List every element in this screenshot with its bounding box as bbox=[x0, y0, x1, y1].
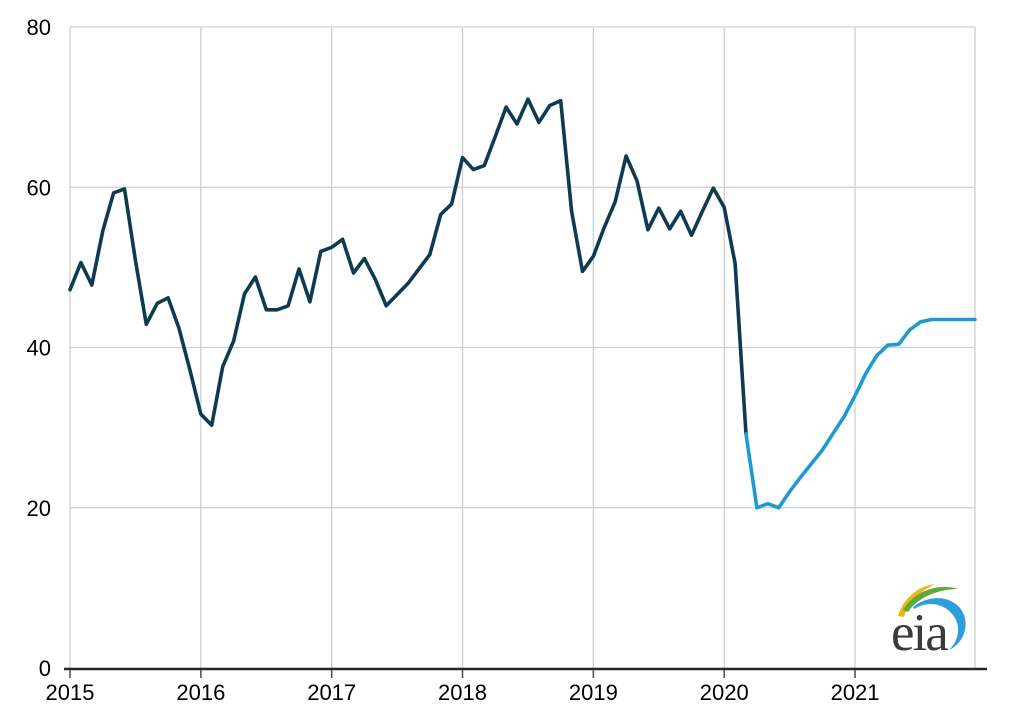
y-tick-label: 60 bbox=[27, 175, 51, 200]
x-tick-label: 2018 bbox=[438, 680, 487, 705]
x-tick-label: 2019 bbox=[569, 680, 618, 705]
history-line bbox=[68, 97, 748, 436]
eia-logo-swoosh-blue-icon bbox=[913, 598, 966, 650]
y-tick-label: 80 bbox=[27, 15, 51, 40]
x-tick-label: 2016 bbox=[176, 680, 225, 705]
grid-layer bbox=[69, 26, 976, 668]
y-tick-label: 40 bbox=[27, 336, 51, 361]
x-tick-label: 2021 bbox=[831, 680, 880, 705]
x-tick-label: 2015 bbox=[46, 680, 95, 705]
eia-logo-leaf-green-icon bbox=[903, 586, 958, 612]
x-tick-label: 2020 bbox=[700, 680, 749, 705]
y-tick-label: 20 bbox=[27, 496, 51, 521]
axis-layer bbox=[64, 667, 987, 678]
series-layer bbox=[68, 97, 977, 510]
y-tick-label: 0 bbox=[39, 656, 51, 681]
eia-logo-text: eia bbox=[891, 604, 948, 662]
label-layer: 2015 2016 2017 2018 2019 2020 2021 0 20 40 60 80 bbox=[27, 15, 880, 705]
forecast-line bbox=[744, 317, 977, 510]
x-tick-label: 2017 bbox=[307, 680, 356, 705]
eia-logo: eia bbox=[891, 584, 966, 662]
